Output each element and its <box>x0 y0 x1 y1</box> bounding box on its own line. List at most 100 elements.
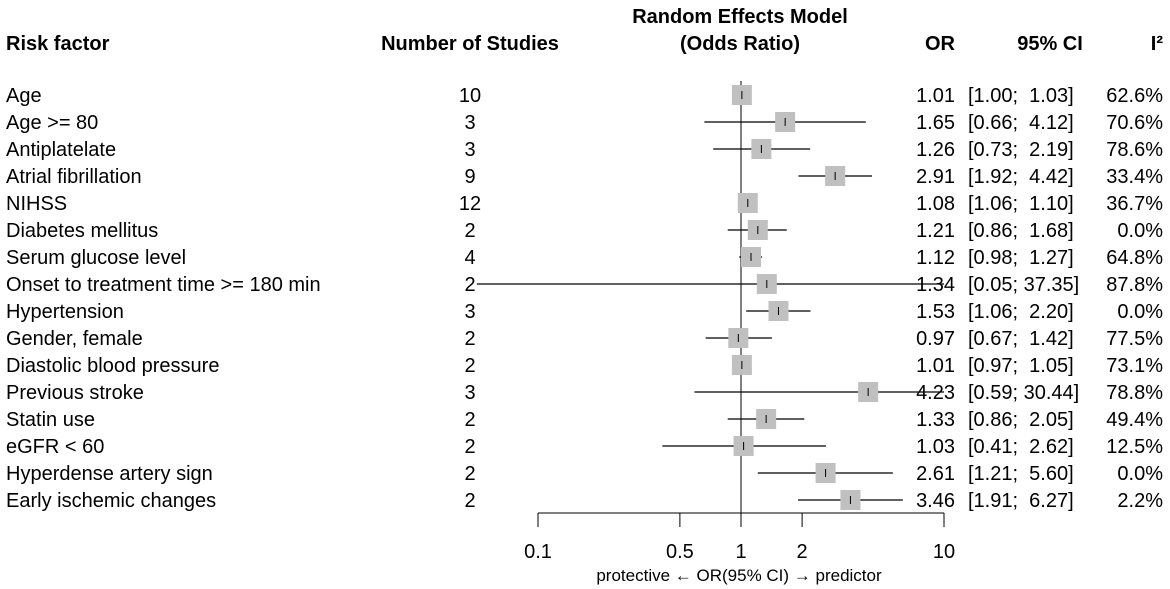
header-model-line1: Random Effects Model <box>632 6 848 28</box>
risk-factor-label: Previous stroke <box>6 382 144 404</box>
study-count: 3 <box>464 112 475 134</box>
or-value: 0.97 <box>916 328 955 350</box>
study-count: 2 <box>464 274 475 296</box>
or-value: 2.61 <box>916 463 955 485</box>
study-count: 2 <box>464 436 475 458</box>
ci-value: [1.06; 2.20] <box>968 301 1074 323</box>
risk-factor-label: eGFR < 60 <box>6 436 104 458</box>
or-value: 1.12 <box>916 247 955 269</box>
table-row: Hypertension 3 1.53 [1.06; 2.20] 0.0% <box>6 301 1163 323</box>
risk-factor-label: Atrial fibrillation <box>6 166 142 188</box>
study-count: 2 <box>464 328 475 350</box>
table-row: Diastolic blood pressure 2 1.01 [0.97; 1.05… <box>6 355 1163 377</box>
or-value: 1.65 <box>916 112 955 134</box>
table-row: Previous stroke 3 4.23 [0.59; 30.44] 78.8% <box>6 382 1163 404</box>
header-row: Risk factor Number of Studies Random Eff… <box>6 6 1163 55</box>
i2-value: 70.6% <box>1106 112 1163 134</box>
study-count: 12 <box>459 193 481 215</box>
risk-factor-label: Statin use <box>6 409 95 431</box>
rows-layer: Age 10 1.01 [1.00; 1.03] 62.6% Age >= 80 3 1.65… <box>6 85 1163 512</box>
i2-value: 0.0% <box>1117 301 1163 323</box>
x-tick-label: 0.1 <box>524 541 552 563</box>
study-count: 2 <box>464 409 475 431</box>
risk-factor-label: Age <box>6 85 42 107</box>
i2-value: 49.4% <box>1106 409 1163 431</box>
table-row: Serum glucose level 4 1.12 [0.98; 1.27] 64.8… <box>6 247 1163 269</box>
x-axis-label: protective ← OR(95% CI) → predictor <box>596 566 882 585</box>
table-row: Early ischemic changes 2 3.46 [1.91; 6.27] 2… <box>6 490 1163 512</box>
ci-value: [0.59; 30.44] <box>968 382 1079 404</box>
or-value: 2.91 <box>916 166 955 188</box>
risk-factor-label: Gender, female <box>6 328 143 350</box>
study-count: 9 <box>464 166 475 188</box>
risk-factor-label: Onset to treatment time >= 180 min <box>6 274 321 296</box>
header-or: OR <box>925 33 956 55</box>
risk-factor-label: Hyperdense artery sign <box>6 463 213 485</box>
header-i2: I² <box>1151 33 1164 55</box>
ci-value: [1.21; 5.60] <box>968 463 1074 485</box>
i2-value: 87.8% <box>1106 274 1163 296</box>
or-value: 1.08 <box>916 193 955 215</box>
ci-value: [1.92; 4.42] <box>968 166 1074 188</box>
x-tick-label: 0.5 <box>666 541 694 563</box>
risk-factor-label: Diabetes mellitus <box>6 220 158 242</box>
i2-value: 2.2% <box>1117 490 1163 512</box>
table-row: Antiplatelate 3 1.26 [0.73; 2.19] 78.6% <box>6 139 1163 161</box>
table-row: Onset to treatment time >= 180 min 2 1.34 [… <box>6 274 1163 296</box>
table-row: Age >= 80 3 1.65 [0.66; 4.12] 70.6% <box>6 112 1163 134</box>
ci-value: [0.98; 1.27] <box>968 247 1074 269</box>
ci-value: [0.66; 4.12] <box>968 112 1074 134</box>
study-count: 2 <box>464 220 475 242</box>
i2-value: 73.1% <box>1106 355 1163 377</box>
table-row: eGFR < 60 2 1.03 [0.41; 2.62] 12.5% <box>6 436 1163 458</box>
or-value: 1.53 <box>916 301 955 323</box>
header-risk-factor: Risk factor <box>6 33 110 55</box>
table-row: Age 10 1.01 [1.00; 1.03] 62.6% <box>6 85 1163 107</box>
i2-value: 78.8% <box>1106 382 1163 404</box>
ci-value: [1.06; 1.10] <box>968 193 1074 215</box>
risk-factor-label: Diastolic blood pressure <box>6 355 219 377</box>
table-row: Hyperdense artery sign 2 2.61 [1.21; 5.60] 0… <box>6 463 1163 485</box>
or-value: 1.01 <box>916 355 955 377</box>
risk-factor-label: Early ischemic changes <box>6 490 216 512</box>
or-value: 1.26 <box>916 139 955 161</box>
risk-factor-label: NIHSS <box>6 193 67 215</box>
or-value: 1.21 <box>916 220 955 242</box>
risk-factor-label: Serum glucose level <box>6 247 186 269</box>
study-count: 2 <box>464 463 475 485</box>
ci-value: [1.00; 1.03] <box>968 85 1074 107</box>
i2-value: 0.0% <box>1117 220 1163 242</box>
risk-factor-label: Age >= 80 <box>6 112 98 134</box>
table-row: Statin use 2 1.33 [0.86; 2.05] 49.4% <box>6 409 1163 431</box>
header-number-of-studies: Number of Studies <box>381 33 559 55</box>
study-count: 3 <box>464 301 475 323</box>
i2-value: 62.6% <box>1106 85 1163 107</box>
ci-value: [0.97; 1.05] <box>968 355 1074 377</box>
risk-factor-label: Hypertension <box>6 301 124 323</box>
or-value: 1.03 <box>916 436 955 458</box>
header-95-ci: 95% CI <box>1017 33 1083 55</box>
i2-value: 0.0% <box>1117 463 1163 485</box>
i2-value: 64.8% <box>1106 247 1163 269</box>
i2-value: 36.7% <box>1106 193 1163 215</box>
i2-value: 33.4% <box>1106 166 1163 188</box>
ci-value: [0.67; 1.42] <box>968 328 1074 350</box>
study-count: 2 <box>464 490 475 512</box>
risk-factor-label: Antiplatelate <box>6 139 116 161</box>
table-row: Gender, female 2 0.97 [0.67; 1.42] 77.5% <box>6 328 1163 350</box>
ci-value: [0.73; 2.19] <box>968 139 1074 161</box>
x-tick-label: 1 <box>735 541 746 563</box>
header-model-line2: (Odds Ratio) <box>680 33 800 55</box>
or-value: 1.33 <box>916 409 955 431</box>
or-value: 4.23 <box>916 382 955 404</box>
study-count: 3 <box>464 139 475 161</box>
x-tick-label: 10 <box>933 541 955 563</box>
study-count: 3 <box>464 382 475 404</box>
ci-value: [0.86; 1.68] <box>968 220 1074 242</box>
table-row: NIHSS 12 1.08 [1.06; 1.10] 36.7% <box>6 193 1163 215</box>
study-count: 10 <box>459 85 481 107</box>
ci-value: [0.05; 37.35] <box>968 274 1079 296</box>
study-count: 2 <box>464 355 475 377</box>
ci-value: [0.41; 2.62] <box>968 436 1074 458</box>
